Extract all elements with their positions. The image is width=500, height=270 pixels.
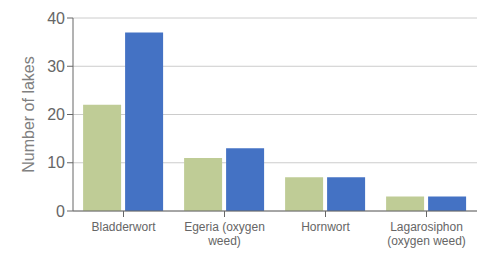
svg-text:Lagarosiphon(oxygen weed): Lagarosiphon(oxygen weed)	[387, 220, 466, 248]
svg-text:20: 20	[47, 106, 65, 123]
svg-text:Number of lakes: Number of lakes	[20, 56, 37, 173]
svg-text:40: 40	[47, 10, 65, 27]
svg-text:Bladderwort: Bladderwort	[91, 220, 156, 234]
svg-text:10: 10	[47, 154, 65, 171]
svg-text:30: 30	[47, 58, 65, 75]
svg-text:0: 0	[56, 203, 65, 220]
svg-text:Hornwort: Hornwort	[301, 220, 350, 234]
svg-text:Egeria (oxygenweed): Egeria (oxygenweed)	[184, 220, 265, 248]
